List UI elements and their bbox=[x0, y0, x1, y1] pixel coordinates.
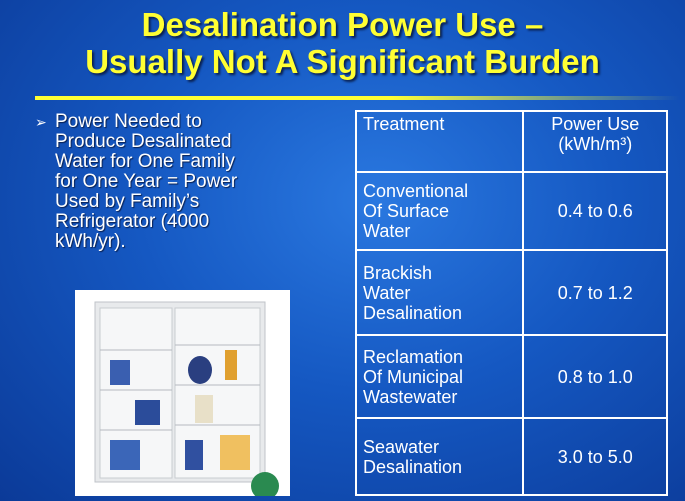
bullet-line: Produce Desalinated bbox=[55, 132, 237, 152]
bullet-line: for One Year = Power bbox=[55, 172, 237, 192]
refrigerator-image bbox=[75, 290, 290, 496]
treatment-line: Wastewater bbox=[363, 387, 516, 407]
treatment-line: Brackish bbox=[363, 263, 516, 283]
treatment-line: Desalination bbox=[363, 457, 516, 477]
header-line: Treatment bbox=[363, 114, 516, 134]
power-cell: 3.0 to 5.0 bbox=[523, 418, 667, 495]
bullet-line: Used by Family’s bbox=[55, 192, 237, 212]
treatment-line: Water bbox=[363, 283, 516, 303]
treatment-line: Of Municipal bbox=[363, 367, 516, 387]
header-cell: Treatment bbox=[356, 111, 523, 172]
header-cell: Power Use(kWh/m³) bbox=[523, 111, 667, 172]
power-cell: 0.7 to 1.2 bbox=[523, 250, 667, 335]
bullet-line: kWh/yr). bbox=[55, 232, 237, 252]
bullet-line: Water for One Family bbox=[55, 152, 237, 172]
title-line: Usually Not A Significant Burden bbox=[0, 43, 685, 80]
header-line: (kWh/m³) bbox=[530, 134, 660, 154]
header-line: Power Use bbox=[530, 114, 660, 134]
treatment-line: Conventional bbox=[363, 181, 516, 201]
treatment-line: Reclamation bbox=[363, 347, 516, 367]
header-row: Treatment Power Use(kWh/m³) bbox=[356, 111, 667, 172]
slide: Desalination Power Use –Usually Not A Si… bbox=[0, 0, 685, 501]
title-line: Desalination Power Use – bbox=[0, 6, 685, 43]
treatment-line: Desalination bbox=[363, 303, 516, 323]
power-cell: 0.8 to 1.0 bbox=[523, 335, 667, 418]
slide-title: Desalination Power Use –Usually Not A Si… bbox=[0, 6, 685, 80]
treatment-line: Water bbox=[363, 221, 516, 241]
power-cell: 0.4 to 0.6 bbox=[523, 172, 667, 250]
treatment-line: Seawater bbox=[363, 437, 516, 457]
treatment-line: Of Surface bbox=[363, 201, 516, 221]
bullet-arrow: ➢ bbox=[35, 114, 47, 131]
title-rule bbox=[35, 96, 680, 100]
bullet-line: Power Needed to bbox=[55, 112, 237, 132]
bullet-line: Refrigerator (4000 bbox=[55, 212, 237, 232]
